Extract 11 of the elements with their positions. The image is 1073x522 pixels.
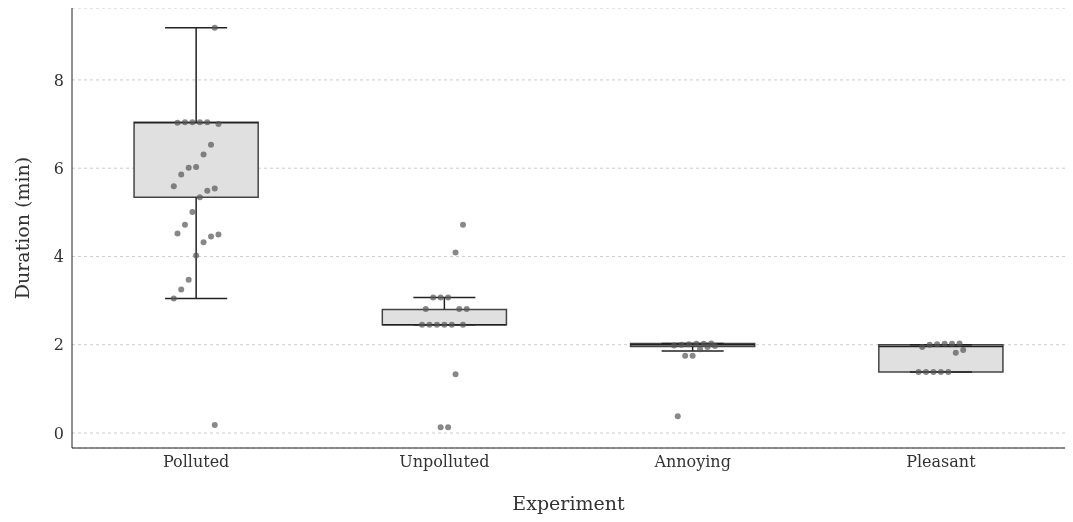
y-tick-label: 6 <box>53 158 64 178</box>
y-tick-label: 0 <box>53 423 64 443</box>
x-tick-label: Annoying <box>653 452 731 472</box>
x-tick-label: Pleasant <box>906 452 977 472</box>
x-axis-title: Experiment <box>512 492 625 514</box>
y-tick-label: 4 <box>53 247 64 267</box>
y-axis-title: Duration (min) <box>10 156 33 300</box>
y-tick-label: 2 <box>53 335 64 355</box>
x-tick-label: Polluted <box>162 452 230 472</box>
y-tick-label: 8 <box>53 70 64 90</box>
x-tick-label: Unpolluted <box>399 452 490 472</box>
